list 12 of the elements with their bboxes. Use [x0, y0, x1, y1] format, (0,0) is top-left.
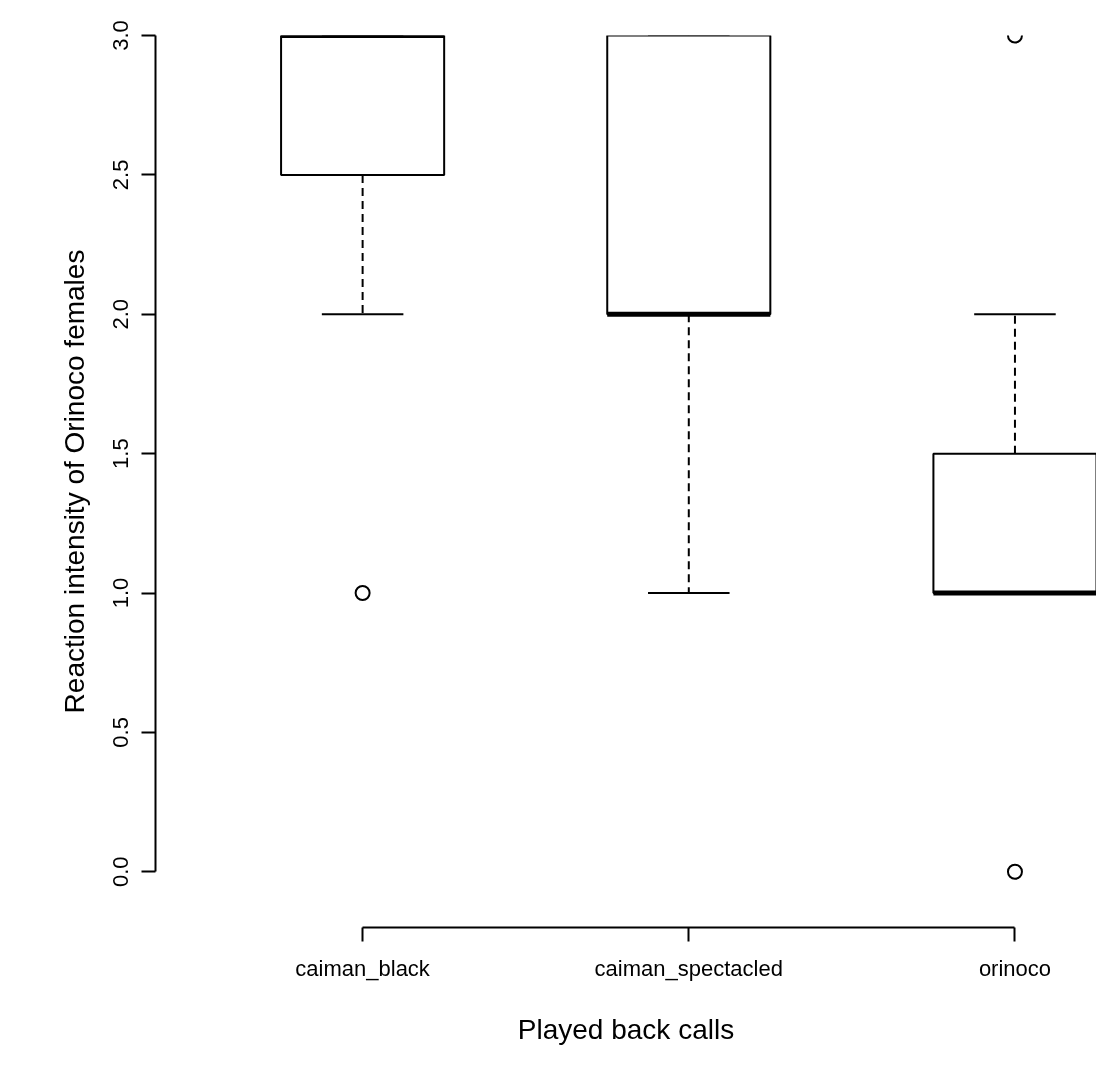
x-tick-label: caiman_black	[295, 955, 431, 981]
y-tick-label: 0.5	[107, 717, 133, 748]
x-tick-label: orinoco	[978, 955, 1052, 981]
y-tick-label: 1.0	[107, 577, 133, 609]
y-tick-label: 2.0	[107, 298, 133, 330]
x-tick-label: caiman_spectacled	[594, 955, 783, 981]
y-tick-label: 2.5	[107, 159, 133, 191]
y-tick-label: 1.5	[107, 438, 133, 469]
y-axis-title: Reaction intensity of Orinoco females	[58, 249, 90, 714]
y-tick-label: 0.0	[107, 856, 133, 888]
x-axis-title: Played back calls	[517, 1013, 735, 1045]
y-tick-label: 3.0	[107, 20, 133, 51]
